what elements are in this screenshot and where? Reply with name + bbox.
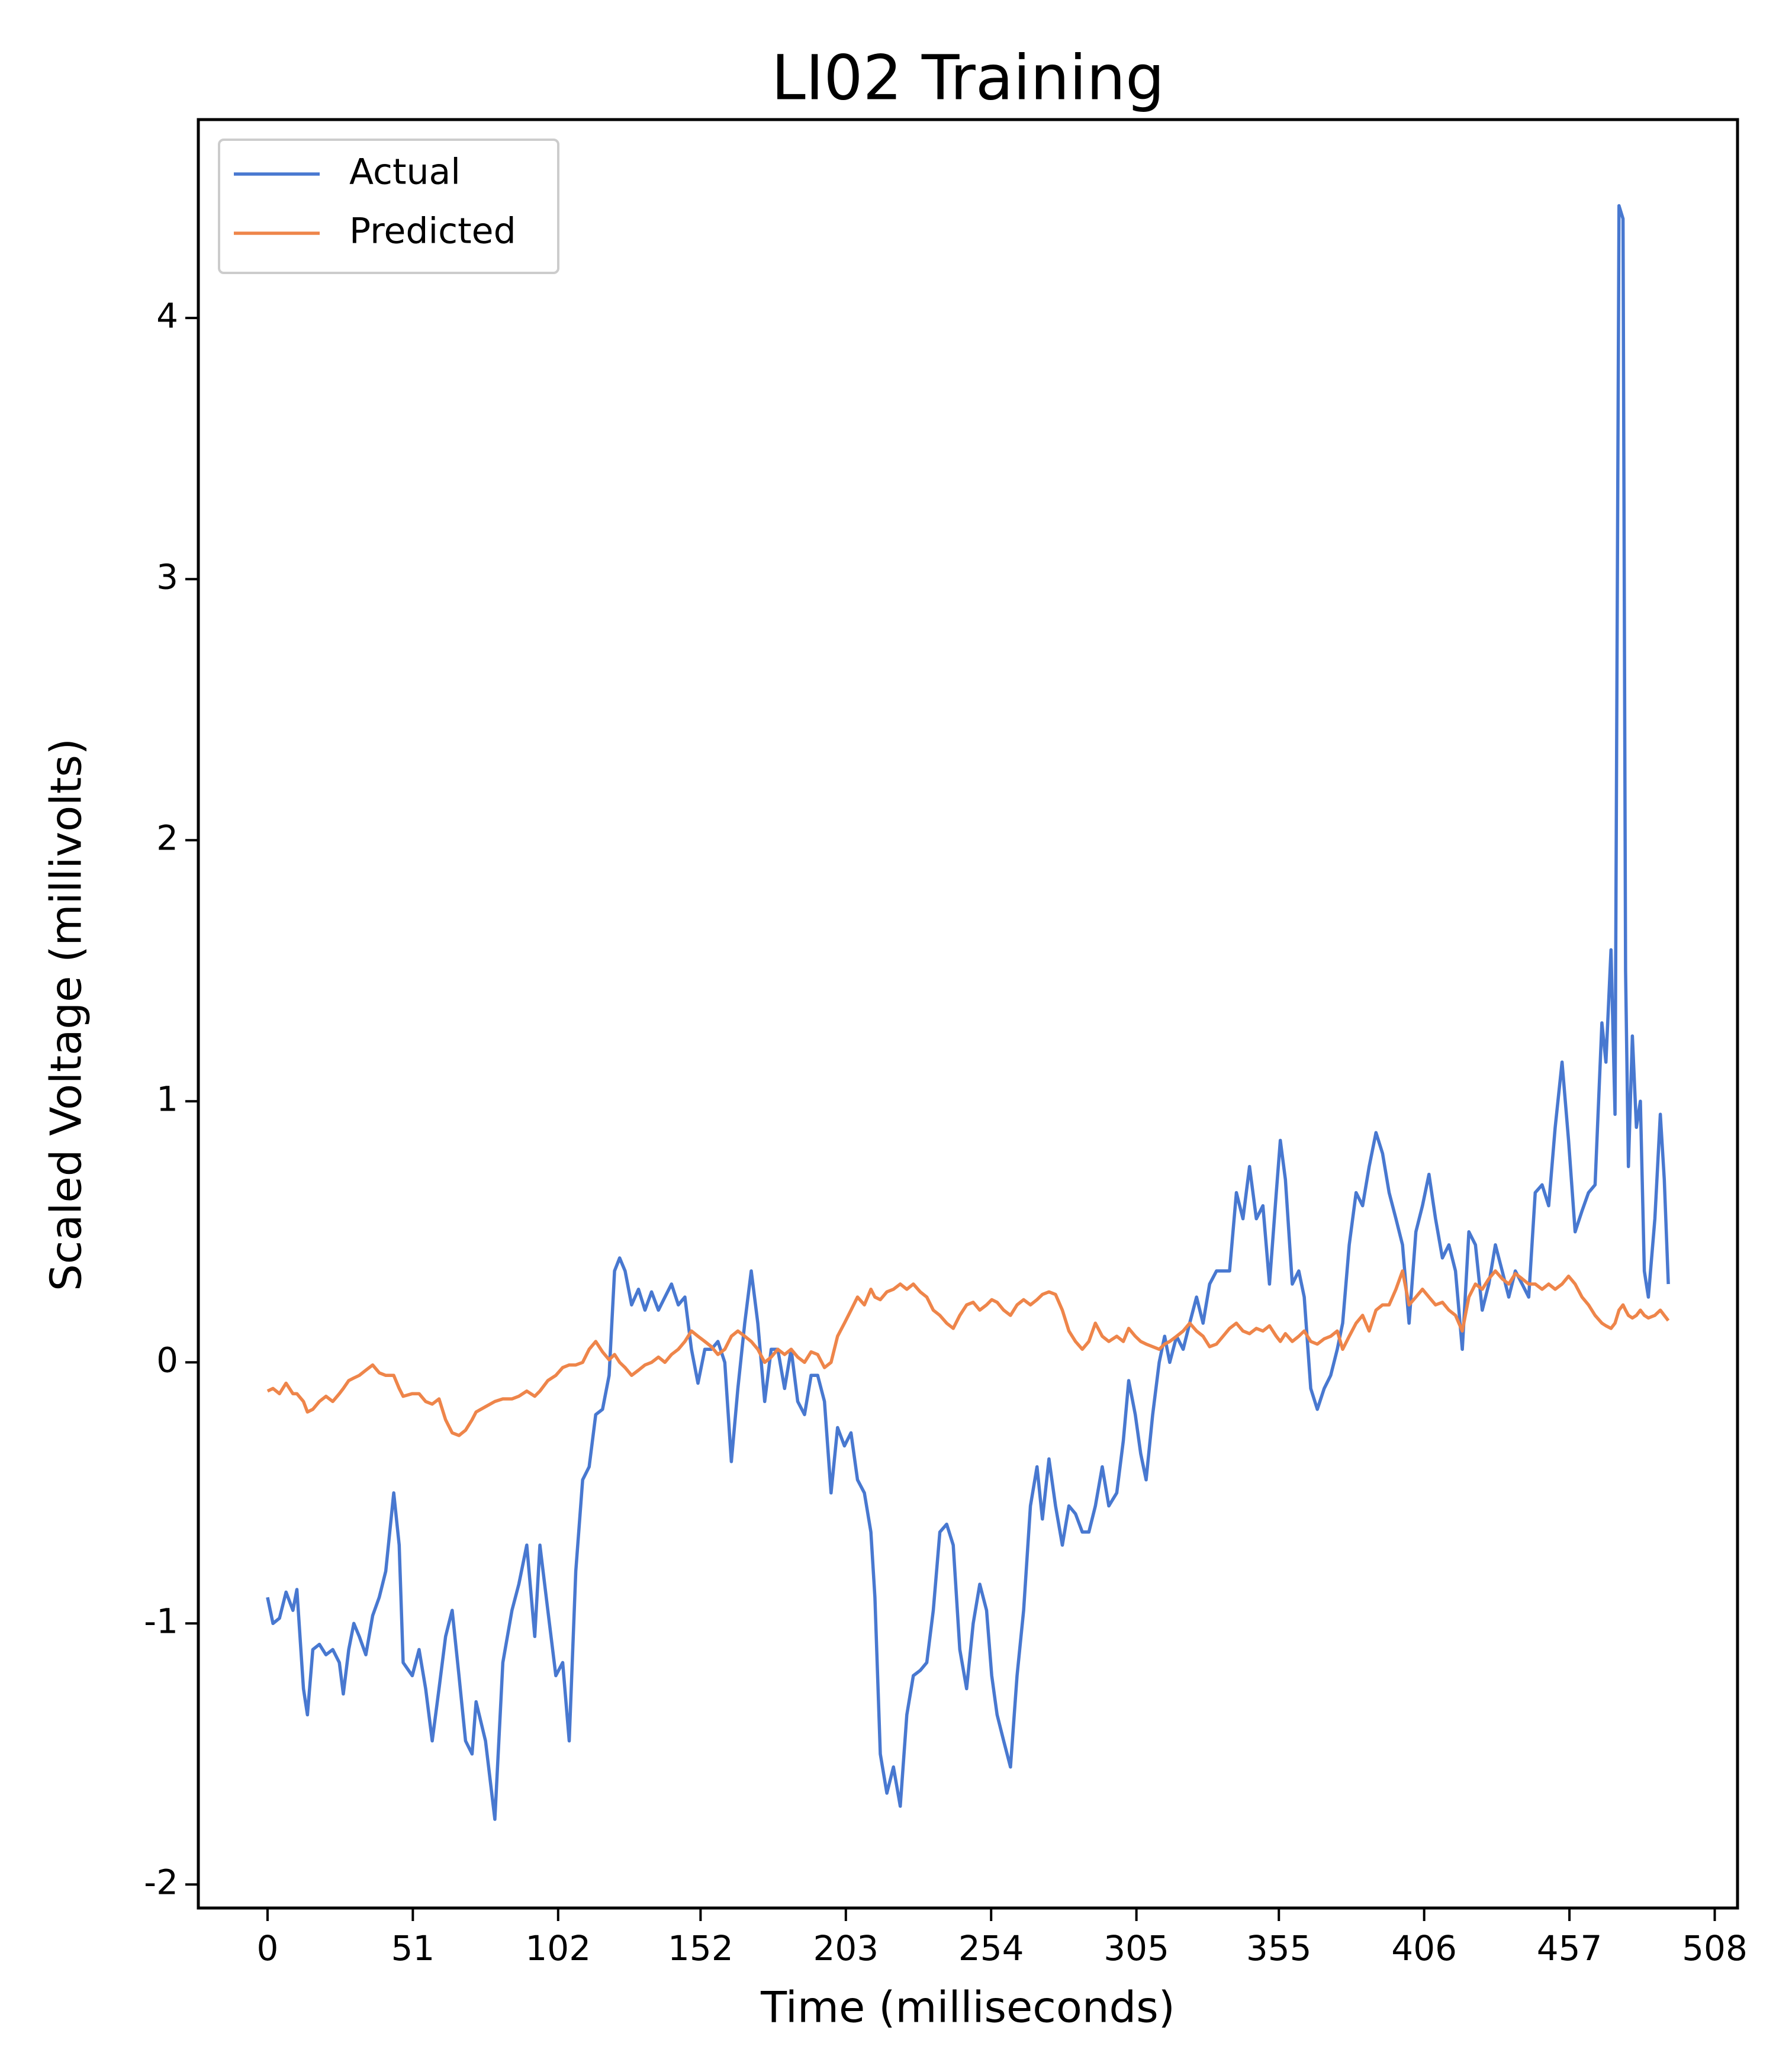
y-tick-label: 4: [156, 295, 178, 336]
x-tick-label: 254: [958, 1928, 1024, 1968]
x-tick-label: 508: [1682, 1928, 1748, 1968]
x-tick-label: 203: [813, 1928, 879, 1968]
y-tick-label: -2: [144, 1862, 178, 1902]
series-line: [266, 204, 1670, 1821]
legend: Actual Predicted: [218, 139, 559, 274]
y-axis-label: Scaled Voltage (millivolts): [41, 738, 91, 1291]
y-tick-label: -1: [144, 1601, 178, 1641]
y-tick-label: 1: [156, 1079, 178, 1119]
axes-frame: [197, 118, 1739, 1910]
x-tick-label: 0: [256, 1928, 278, 1968]
x-tick-label: 305: [1103, 1928, 1169, 1968]
x-tick-label: 102: [525, 1928, 591, 1968]
y-tick-label: 2: [156, 818, 178, 858]
x-tick-label: 152: [668, 1928, 733, 1968]
x-tick-label: 406: [1391, 1928, 1457, 1968]
y-tick-label: 0: [156, 1340, 178, 1380]
x-tick-label: 355: [1246, 1928, 1312, 1968]
x-tick-label: 51: [391, 1928, 435, 1968]
legend-label: Predicted: [349, 211, 516, 252]
x-axis-label: Time (milliseconds): [760, 1983, 1175, 2032]
series-line: [266, 1269, 1670, 1437]
y-tick-label: 3: [156, 556, 178, 597]
legend-label: Actual: [349, 152, 461, 193]
x-tick-label: 457: [1537, 1928, 1603, 1968]
chart-title: LI02 Training: [771, 41, 1164, 114]
